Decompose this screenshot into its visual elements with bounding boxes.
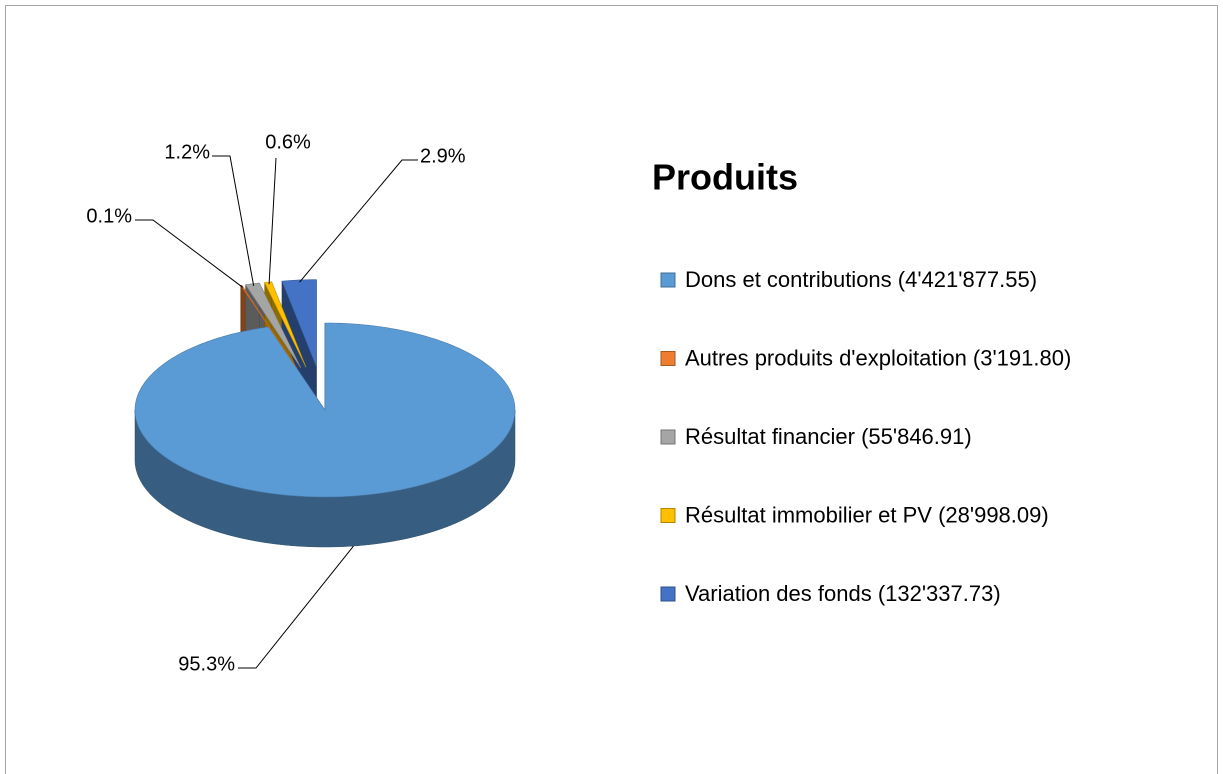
- slice: [240, 284, 298, 369]
- slice: [281, 279, 317, 367]
- legend-swatch: [660, 429, 676, 445]
- chart-title: Produits: [652, 157, 798, 198]
- legend-swatch: [660, 272, 676, 288]
- slice: [264, 281, 307, 368]
- legend-label: Résultat financier (55'846.91): [685, 424, 972, 449]
- data-label: 95.3%: [178, 653, 235, 675]
- leader-line: [268, 157, 277, 285]
- legend-label: Variation des fonds (132'337.73): [685, 581, 1001, 606]
- slice: [134, 322, 516, 498]
- legend-label: Autres produits d'exploitation (3'191.80…: [685, 345, 1071, 370]
- leader-line: [238, 545, 354, 669]
- slice-tops: [134, 279, 516, 498]
- data-label: 1.2%: [164, 141, 210, 163]
- legend-swatch: [660, 586, 676, 602]
- legend-label: Résultat immobilier et PV (28'998.09): [685, 502, 1049, 527]
- data-label: 0.1%: [86, 205, 132, 227]
- leader-line: [212, 155, 255, 286]
- legend-swatch: [660, 508, 676, 523]
- leader-line: [135, 219, 243, 288]
- data-label: 2.9%: [420, 145, 466, 167]
- leader-line: [299, 159, 418, 283]
- legend-swatch: [660, 351, 676, 366]
- legend-label: Dons et contributions (4'421'877.55): [685, 267, 1037, 292]
- slice: [245, 282, 302, 369]
- data-label: 0.6%: [265, 131, 311, 153]
